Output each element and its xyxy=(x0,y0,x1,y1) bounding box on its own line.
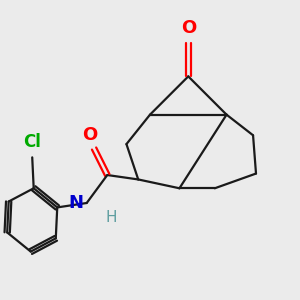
Text: H: H xyxy=(105,210,117,225)
Text: O: O xyxy=(181,19,196,37)
Text: O: O xyxy=(82,126,97,144)
Text: N: N xyxy=(68,194,83,212)
Text: Cl: Cl xyxy=(23,134,41,152)
